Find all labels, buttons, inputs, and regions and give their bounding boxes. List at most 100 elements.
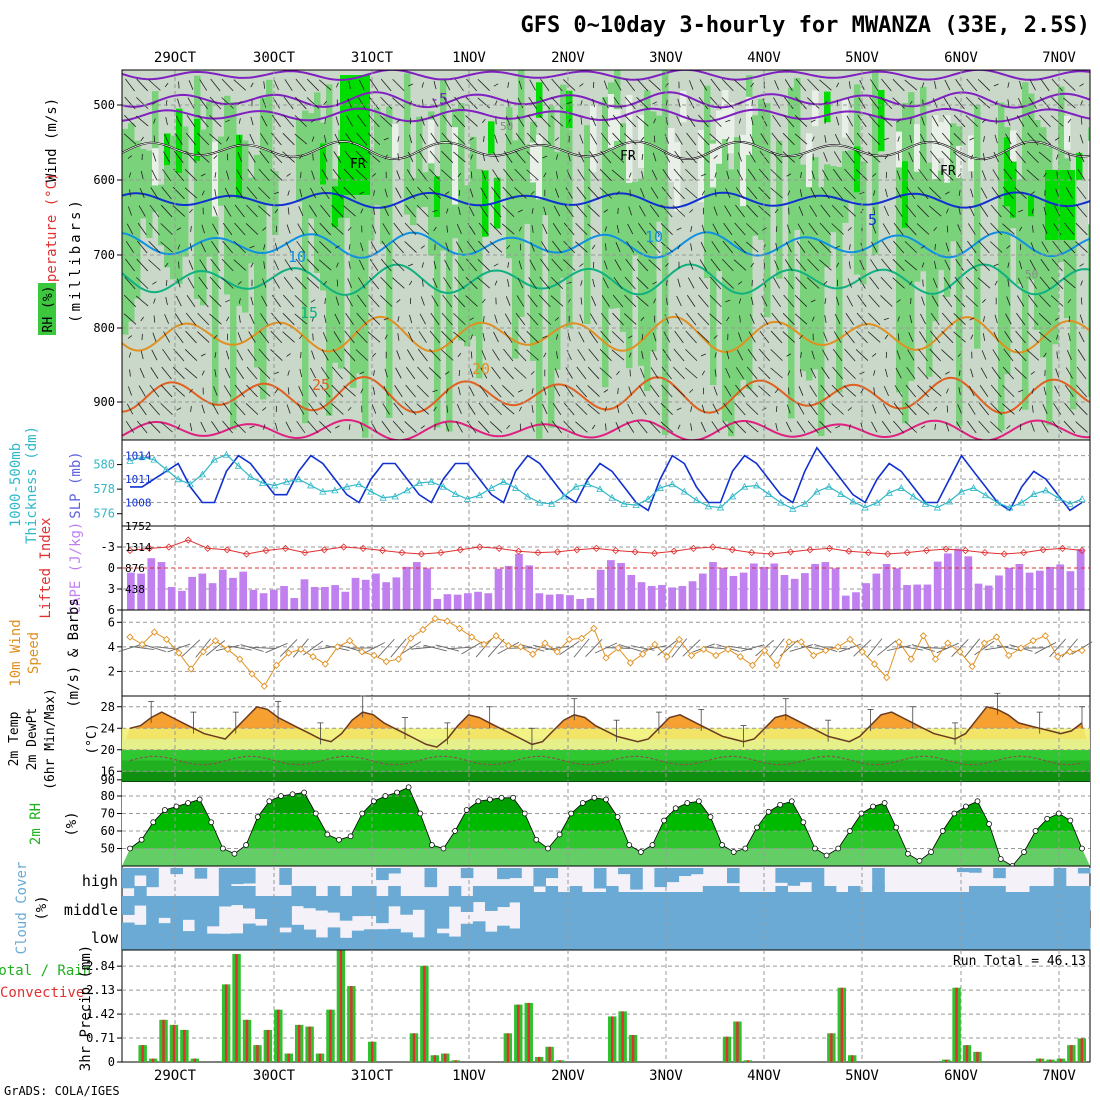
rh-band	[524, 144, 531, 224]
wind-barb	[334, 313, 341, 325]
thickness-point	[656, 484, 664, 491]
slp-tick-label: 1014	[125, 450, 152, 463]
wind-barb	[599, 367, 613, 379]
rh-point	[1055, 810, 1062, 817]
wind-barb	[603, 209, 609, 213]
thickness-point	[632, 501, 640, 509]
wind-barb	[665, 280, 668, 286]
wind-barb	[279, 639, 298, 657]
rh-band	[1022, 82, 1029, 410]
wind-barb	[579, 314, 584, 324]
wind-barb	[770, 150, 783, 164]
tick-label: 576	[93, 507, 115, 521]
wind-barb	[652, 101, 657, 105]
wind-barb	[308, 402, 318, 416]
wind-barb	[417, 348, 428, 362]
wind-barb	[811, 316, 815, 322]
cape-bar	[944, 553, 952, 610]
wind-barb	[493, 263, 499, 267]
wind-barb	[834, 313, 841, 325]
cape-bar	[1066, 571, 1075, 610]
wind-barb	[137, 222, 147, 236]
thickness-point	[752, 481, 761, 489]
rh-band	[950, 123, 957, 242]
cape-tick-label: 1752	[125, 520, 152, 533]
rh-band	[740, 167, 747, 381]
wind-barb	[982, 119, 986, 123]
thickness-point	[270, 481, 279, 489]
rh-wet-band	[1004, 137, 1011, 207]
rh-point	[672, 805, 679, 812]
precip-convective-bar	[725, 1036, 729, 1062]
wind-barb	[369, 259, 379, 271]
wind-barb	[306, 97, 320, 109]
thickness-point	[885, 488, 893, 496]
wind-barb	[128, 172, 132, 178]
thickness-point	[897, 484, 905, 491]
rh-band	[302, 110, 309, 424]
temperature-contour	[122, 191, 1090, 209]
precip-convective-bar	[1038, 1058, 1042, 1062]
cape-bar	[127, 572, 135, 610]
rh-band	[902, 103, 909, 424]
cape-bar	[770, 563, 779, 610]
wind-speed-point	[565, 635, 574, 644]
wind-barb	[343, 348, 356, 362]
wind-barb	[392, 258, 405, 272]
wind-barb	[445, 422, 450, 432]
wind-barb	[921, 82, 925, 88]
wind-barb	[517, 389, 523, 393]
lifted-index-point	[456, 546, 464, 554]
cloud-high-bar	[509, 868, 522, 879]
precip-convective-bar	[840, 987, 843, 1062]
wind-barb	[661, 204, 673, 218]
rh-dry-band	[812, 90, 819, 127]
wind-barb	[160, 204, 173, 218]
precip-convective-bar	[183, 1029, 186, 1062]
wind-barb	[789, 644, 813, 652]
wind-barb	[698, 96, 709, 110]
wind-speed-point	[1053, 653, 1062, 661]
wind-barb	[393, 402, 404, 416]
wind-barb	[516, 295, 525, 307]
wind-barb	[579, 134, 584, 144]
wind-barb	[408, 83, 414, 87]
wind-barb	[770, 349, 783, 361]
wind-speed-point	[1078, 646, 1086, 655]
wind-speed-point	[687, 651, 696, 660]
wind-barb	[128, 206, 132, 216]
wind-barb	[481, 298, 486, 304]
rh-dry-band	[710, 143, 717, 188]
rh-band	[944, 180, 951, 297]
wind-barb	[969, 137, 975, 141]
wind-speed-point	[822, 646, 830, 655]
tick-label: 60	[101, 824, 115, 838]
wind-barb	[601, 115, 610, 127]
cloud-high-bar	[593, 868, 607, 889]
cape-bar	[811, 563, 819, 610]
thickness-point	[439, 482, 447, 490]
wind-barb	[502, 186, 514, 200]
rh-band	[356, 175, 363, 374]
precip-convective-bar	[371, 1041, 374, 1062]
wind10-ylabel-2: Speed	[26, 632, 42, 674]
wind-barb	[444, 191, 450, 195]
wind-barb	[514, 330, 526, 344]
wind-barb	[636, 78, 649, 92]
wind-barb	[897, 316, 900, 322]
rh-point	[881, 800, 888, 806]
tick-label: 500	[93, 98, 115, 112]
wind-barb	[528, 97, 537, 109]
cloud-low-bar	[303, 929, 317, 950]
cloud-high-bar	[666, 868, 680, 883]
wind-barb	[590, 313, 598, 325]
wind-barb	[138, 205, 146, 217]
wind-speed-point	[724, 645, 732, 653]
wind-speed-point	[236, 655, 244, 663]
wind-barb	[992, 169, 1000, 181]
cape-bar	[627, 575, 636, 610]
wind-speed-point	[285, 649, 293, 657]
lifted-index-point	[942, 545, 950, 553]
cape-bar	[841, 595, 850, 610]
